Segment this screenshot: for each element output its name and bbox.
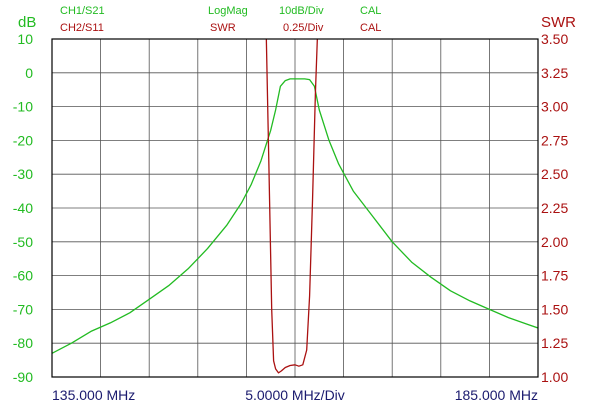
plot-grid [52, 39, 538, 377]
left-axis-tick-label: -20 [13, 132, 33, 148]
ch1-cal: CAL [360, 5, 381, 17]
right-axis-unit: SWR [541, 14, 576, 31]
right-axis-tick-label: 1.00 [541, 369, 568, 385]
right-axis-tick-label: 2.25 [541, 200, 568, 216]
x-axis-ticks: 135.000 MHz 5.0000 MHz/Div 185.000 MHz [52, 387, 538, 403]
ch2-format: SWR [210, 22, 236, 34]
right-axis-tick-label: 3.50 [541, 31, 568, 47]
left-axis-tick-label: -70 [13, 301, 33, 317]
right-axis-tick-label: 1.50 [541, 301, 568, 317]
ch1-format: LogMag [208, 5, 248, 17]
right-axis-tick-label: 2.00 [541, 234, 568, 250]
left-axis-ticks: 10 0 -10 -20 -30 -40 -50 -60 -70 -80 -90 [13, 31, 33, 385]
left-axis-tick-label: -90 [13, 369, 33, 385]
right-axis-tick-label: 1.25 [541, 335, 568, 351]
left-axis-tick-label: -10 [13, 99, 33, 115]
left-axis-tick-label: -60 [13, 268, 33, 284]
right-axis-tick-label: 2.50 [541, 166, 568, 182]
plot-traces [52, 39, 538, 374]
ch2-swr-trace [265, 39, 318, 374]
ch1-label: CH1/S21 [60, 5, 105, 17]
right-axis-tick-label: 1.75 [541, 268, 568, 284]
ch1-scale: 10dB/Div [279, 5, 324, 17]
left-axis-tick-label: 10 [17, 31, 33, 47]
left-axis-tick-label: -40 [13, 200, 33, 216]
plot-frame [51, 38, 539, 378]
ch2-cal: CAL [360, 22, 381, 34]
left-axis-tick-label: 0 [25, 65, 33, 81]
left-axis-tick-label: -80 [13, 335, 33, 351]
chart-header: CH1/S21 LogMag 10dB/Div CAL CH2/S11 SWR … [60, 5, 381, 34]
right-axis-tick-label: 2.75 [541, 132, 568, 148]
right-axis-ticks: 3.50 3.25 3.00 2.75 2.50 2.25 2.00 1.75 1.50 1.25… [541, 31, 568, 385]
ch1-s21-trace [52, 78, 538, 354]
ch2-label: CH2/S11 [60, 22, 104, 34]
left-axis-tick-label: -30 [13, 166, 33, 182]
x-axis-tick-label: 185.000 MHz [455, 387, 538, 403]
x-axis-tick-label: 5.0000 MHz/Div [245, 387, 345, 403]
left-axis-tick-label: -50 [13, 234, 33, 250]
right-axis-tick-label: 3.00 [541, 99, 568, 115]
right-axis-tick-label: 3.25 [541, 65, 568, 81]
ch2-scale: 0.25/Div [283, 22, 324, 34]
left-axis-unit: dB [18, 14, 36, 31]
x-axis-tick-label: 135.000 MHz [52, 387, 135, 403]
